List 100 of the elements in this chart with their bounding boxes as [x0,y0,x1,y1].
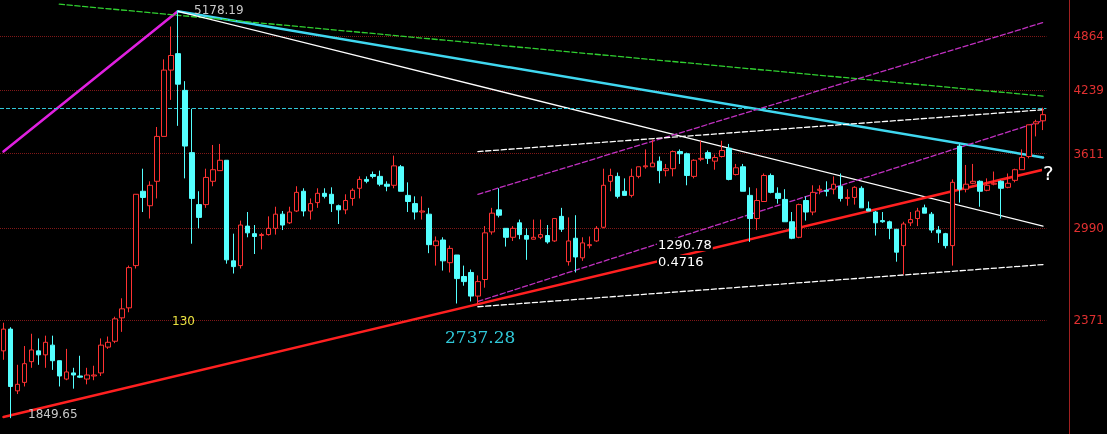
candlestick [698,140,704,162]
candlestick [391,155,397,189]
candlestick [29,333,34,369]
candlestick [350,187,355,207]
candlestick [301,187,306,217]
candlestick [587,235,592,249]
candlestick [936,225,941,244]
candlestick [740,163,746,192]
candlestick [733,163,739,176]
candlestick [266,215,271,237]
annotation: 1849.65 [28,407,78,421]
candlestick [336,204,341,225]
y-tick-label: 4864 [1073,29,1105,44]
candlestick [831,175,836,195]
candlestick [880,211,885,224]
candlestick [824,180,829,197]
candlestick [594,225,599,243]
candlestick [412,195,418,221]
candlestick [963,164,969,193]
candlestick [343,193,348,215]
candlestick [712,154,718,171]
candlestick [140,168,146,213]
candlestick [726,143,732,181]
candlestick [273,206,278,236]
candlestick [245,211,250,238]
candlestick [50,335,55,371]
candlestick [329,186,334,213]
candlestick [650,139,655,168]
annotation: ? [1043,161,1054,185]
candlestick [775,186,781,205]
y-tick-label: 3611 [1073,146,1105,161]
candlestick [636,166,641,179]
candlestick [510,225,516,242]
candlestick [1026,124,1032,159]
candlestick [622,177,627,196]
candlestick [405,181,411,213]
candlestick [859,185,864,209]
candlestick [357,175,362,199]
candlestick [719,140,725,158]
candlestick [768,173,774,194]
candlestick [657,155,662,184]
annotation: 1290.78 [658,237,712,252]
candlestick [15,364,20,395]
candlestick [970,163,976,185]
candlestick [580,236,585,262]
candlestick [440,236,446,272]
candlestick [133,193,139,270]
candlestick [922,204,927,214]
candlestick [998,179,1004,220]
candlestick [615,172,620,199]
candlestick [322,187,327,199]
candlestick [447,245,453,273]
candlestick [559,207,564,233]
candlestick [957,143,962,204]
candlestick [929,211,934,234]
candlestick [915,207,920,227]
candlestick [398,164,404,192]
annotation: 0.4716 [658,254,704,269]
candlestick [538,219,543,240]
candlestick [552,218,557,243]
candlestick [182,80,188,179]
candlestick [287,206,292,225]
candlestick [747,186,753,243]
candlestick [1005,173,1011,189]
candlestick [238,220,243,270]
candlestick [315,187,320,209]
candlestick [308,197,313,221]
candlestick [294,185,299,213]
candlestick [705,149,711,165]
candlestick [503,227,509,248]
candlestick [57,360,62,387]
candlestick [573,214,578,273]
candlestick [838,173,843,203]
candlestick [991,171,997,186]
candlestick [629,168,634,198]
annotation: 2737.28 [445,326,516,347]
y-tick-label: 4239 [1073,83,1105,98]
candlestick [977,179,983,208]
candlestick [810,184,816,216]
candlestick [803,195,809,222]
candlestick [601,168,606,229]
candlestick [64,348,69,381]
candlestick [224,159,229,265]
candlestick [8,326,13,419]
candlestick [691,158,697,179]
candlestick [475,274,481,306]
y-tick-label: 2371 [1073,313,1105,328]
candlestick [517,219,522,240]
candlestick [280,210,285,231]
candlestick [901,221,906,276]
candlestick [545,224,550,245]
candlestick [873,210,878,237]
candlestick [419,195,425,221]
candlestick [496,187,502,218]
candlestick [984,177,990,192]
annotation: 5178.19 [194,3,244,17]
candlestick [22,345,27,387]
candlestick [147,180,153,220]
candlestick [196,190,202,229]
candlestick [531,219,536,240]
